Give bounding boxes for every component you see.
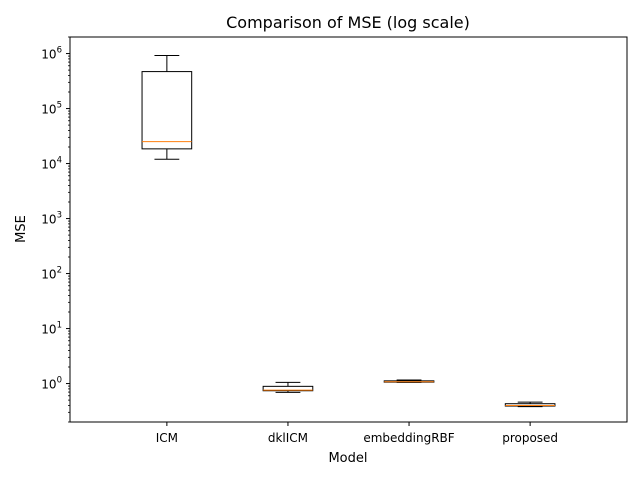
y-tick-label: 106: [41, 46, 62, 62]
y-axis-label: MSE: [14, 215, 29, 243]
chart-title: Comparison of MSE (log scale): [226, 13, 470, 32]
y-tick-label: 104: [41, 156, 62, 172]
x-axis-label: Model: [328, 451, 367, 466]
y-axis: 100 101 102 103 104 105 106: [41, 36, 70, 423]
box: [504, 403, 556, 407]
x-tick-label: proposed: [502, 431, 558, 445]
boxes-layer: [141, 55, 556, 408]
box-group: [504, 401, 556, 408]
y-tick-label: 102: [41, 266, 62, 282]
box: [262, 385, 314, 392]
box: [141, 71, 193, 150]
x-axis: ICM dklICM embeddingRBF proposed: [156, 422, 558, 445]
box-group: [383, 379, 435, 383]
y-tick-label: 101: [41, 321, 62, 337]
x-tick-label: embeddingRBF: [363, 431, 454, 445]
box-group: [141, 55, 193, 160]
y-tick-label: 105: [41, 101, 62, 117]
x-tick-label: dklICM: [268, 431, 308, 445]
y-tick-label: 103: [41, 211, 62, 227]
box-group: [262, 381, 314, 393]
x-tick-label: ICM: [156, 431, 178, 445]
y-tick-label: 100: [41, 376, 62, 392]
